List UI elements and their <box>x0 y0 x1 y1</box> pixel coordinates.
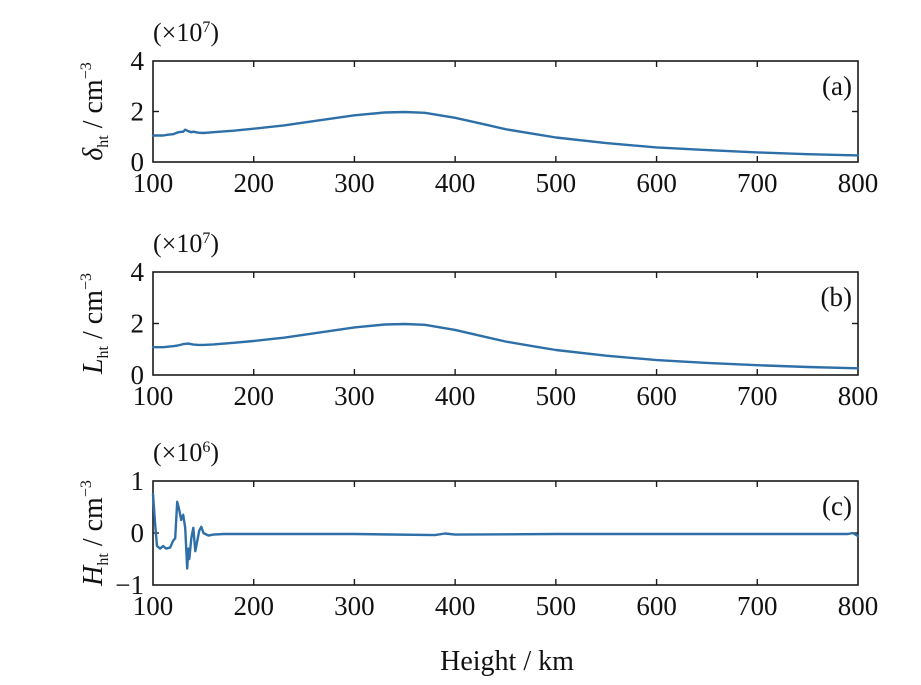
y-axis-superscript: −3 <box>78 273 95 290</box>
scale-multiplier-base: (×10 <box>153 438 202 467</box>
x-tick-label: 800 <box>838 168 879 198</box>
x-tick-label: 800 <box>838 591 879 621</box>
x-tick-label: 800 <box>838 381 879 411</box>
y-axis-symbol: δ <box>78 147 109 161</box>
x-tick-label: 600 <box>636 381 677 411</box>
scale-multiplier-close: ) <box>210 438 219 467</box>
y-axis-subscript: ht <box>95 553 112 566</box>
scale-multiplier-exponent: 7 <box>202 19 210 36</box>
scale-multiplier-label: (×107) <box>153 229 219 258</box>
scale-multiplier-exponent: 7 <box>202 230 210 247</box>
y-tick-label: 1 <box>131 466 145 496</box>
y-axis-unit: / cm <box>78 290 109 346</box>
scale-multiplier-label: (×106) <box>153 438 219 467</box>
scale-multiplier-exponent: 6 <box>202 439 210 456</box>
plot-frame <box>152 60 859 163</box>
x-tick-label: 300 <box>334 591 375 621</box>
panel-label: (b) <box>821 282 852 312</box>
panel-c: 100 200 300 400 500 600 700 800 −1 0 1 (×106) (c) Hht… <box>78 438 878 621</box>
scale-multiplier-base: (×10 <box>153 229 202 258</box>
y-tick-label: 2 <box>131 309 145 339</box>
y-tick-label: 2 <box>131 97 145 127</box>
panel-label: (a) <box>822 71 852 101</box>
y-axis-subscript: ht <box>95 345 112 358</box>
x-tick-label: 600 <box>636 168 677 198</box>
scale-multiplier-label: (×107) <box>153 18 219 47</box>
x-tick-label: 700 <box>737 168 778 198</box>
x-tick-label: 300 <box>334 381 375 411</box>
scale-multiplier-base: (×10 <box>153 18 202 47</box>
x-tick-label: 700 <box>737 591 778 621</box>
scale-multiplier-close: ) <box>210 18 219 47</box>
y-tick-label: 4 <box>131 257 145 287</box>
x-tick-label: 500 <box>536 381 577 411</box>
y-axis-unit: / cm <box>78 497 109 553</box>
x-tick-label: 500 <box>536 591 577 621</box>
x-tick-label: 200 <box>233 168 274 198</box>
x-tick-label: 500 <box>536 168 577 198</box>
panel-label: (c) <box>822 491 852 521</box>
y-tick-label: 4 <box>131 46 145 76</box>
x-tick-label: 700 <box>737 381 778 411</box>
y-axis-label: δht / cm−3 <box>78 62 112 161</box>
y-tick-label: 0 <box>131 147 145 177</box>
y-tick-label: 0 <box>131 360 145 390</box>
x-tick-label: 400 <box>435 381 476 411</box>
panel-a: 100 200 300 400 500 600 700 800 0 2 4 (×107) (a) δht … <box>78 18 878 198</box>
x-tick-label: 100 <box>133 381 174 411</box>
x-tick-label: 400 <box>435 591 476 621</box>
y-axis-superscript: −3 <box>78 480 95 497</box>
x-tick-label: 600 <box>636 591 677 621</box>
y-axis-label: Lht / cm−3 <box>78 273 112 375</box>
y-axis-symbol: H <box>78 564 109 587</box>
y-axis-symbol: L <box>78 358 109 375</box>
x-tick-label: 100 <box>133 168 174 198</box>
panel-b: 100 200 300 400 500 600 700 800 0 2 4 (×107) (b) Lht … <box>78 229 878 411</box>
x-tick-label: 200 <box>233 591 274 621</box>
plot-frame <box>152 271 859 376</box>
x-tick-label: 100 <box>133 591 174 621</box>
y-axis-unit: / cm <box>78 79 109 135</box>
x-axis-label: Height / km <box>440 646 574 677</box>
data-series-line <box>151 110 860 157</box>
y-axis-label: Hht / cm−3 <box>78 480 112 587</box>
y-axis-superscript: −3 <box>78 62 95 79</box>
y-tick-label: −1 <box>115 570 144 600</box>
x-tick-label: 400 <box>435 168 476 198</box>
x-tick-label: 300 <box>334 168 375 198</box>
data-series-line <box>151 492 860 570</box>
x-tick-label: 200 <box>233 381 274 411</box>
scale-multiplier-close: ) <box>210 229 219 258</box>
y-tick-label: 0 <box>131 518 145 548</box>
data-series-line <box>151 322 860 370</box>
y-axis-subscript: ht <box>95 135 112 148</box>
